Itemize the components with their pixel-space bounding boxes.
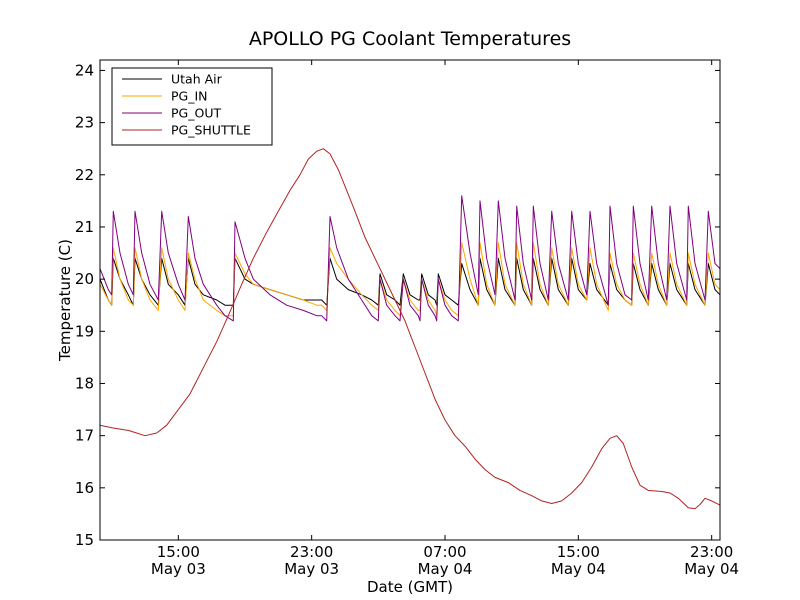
x-tick-label-date: May 03 [151, 560, 206, 578]
legend-label: PG_OUT [171, 106, 221, 121]
legend-label: Utah Air [171, 72, 223, 87]
x-axis-label: Date (GMT) [367, 578, 453, 596]
legend-box [111, 67, 273, 146]
y-tick-label: 16 [75, 479, 94, 497]
x-tick-label-date: May 03 [284, 560, 339, 578]
series-line-pg-shuttle [100, 148, 720, 510]
x-tick-label-time: 23:00 [290, 543, 333, 561]
y-tick-label: 18 [75, 374, 94, 392]
x-tick-label-date: May 04 [684, 560, 739, 578]
x-tick-label-time: 15:00 [157, 543, 200, 561]
plot-area [100, 148, 720, 510]
y-tick-label: 22 [75, 166, 94, 184]
y-tick-label: 17 [75, 427, 94, 445]
legend-label: PG_SHUTTLE [171, 123, 251, 138]
y-tick-label: 21 [75, 218, 94, 236]
series-line-pg-out [100, 195, 720, 322]
legend: Utah Air PG_IN PG_OUT PG_SHUTTLE [111, 67, 273, 146]
x-tick-label-time: 23:00 [690, 543, 733, 561]
plot-frame [99, 59, 721, 541]
legend-label: PG_IN [171, 89, 208, 104]
y-tick-label: 24 [75, 61, 94, 79]
x-tick-label-date: May 04 [418, 560, 473, 578]
y-tick-label: 20 [75, 270, 94, 288]
chart-title: APOLLO PG Coolant Temperatures [249, 28, 571, 50]
y-tick-label: 19 [75, 322, 94, 340]
y-tick-label: 23 [75, 114, 94, 132]
series-lines [100, 148, 720, 510]
y-axis-label: Temperature (C) [56, 239, 74, 362]
x-tick-label-date: May 04 [551, 560, 606, 578]
x-tick-label-time: 15:00 [557, 543, 600, 561]
y-tick-label: 15 [75, 531, 94, 549]
x-tick-label-time: 07:00 [423, 543, 466, 561]
